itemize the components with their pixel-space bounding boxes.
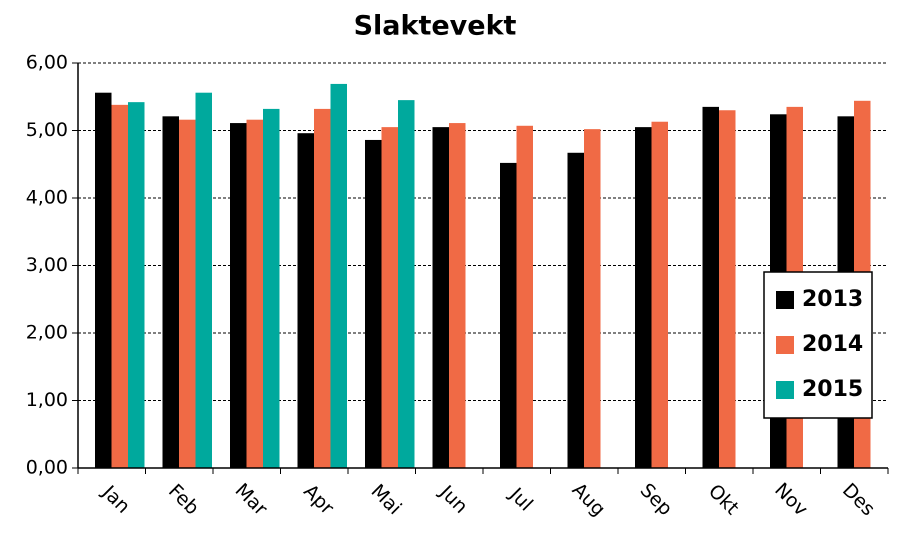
bar <box>381 127 398 468</box>
x-tick-label: Jul <box>505 483 537 515</box>
bar <box>179 119 196 468</box>
bar <box>702 106 719 468</box>
y-tick-label: 2,00 <box>26 322 68 344</box>
x-tick-label: Apr <box>299 480 338 519</box>
bar <box>330 83 347 469</box>
x-tick-label: Nov <box>770 479 812 521</box>
bar <box>719 110 736 468</box>
bar <box>635 127 652 468</box>
legend-label: 2015 <box>802 377 863 402</box>
y-tick-label: 4,00 <box>26 187 68 209</box>
legend-label: 2014 <box>802 332 863 357</box>
bar <box>432 127 449 468</box>
bar <box>500 162 517 468</box>
x-tick-label: Des <box>838 479 879 520</box>
y-tick-label: 3,00 <box>26 254 68 276</box>
y-tick-label: 6,00 <box>26 52 68 74</box>
legend: 2013 2014 2015 <box>763 271 873 419</box>
bar <box>516 125 533 469</box>
bar <box>365 139 382 468</box>
y-tick-label: 1,00 <box>26 389 68 411</box>
x-tick-label: Aug <box>568 479 610 521</box>
bar <box>651 121 668 468</box>
chart-title: Slaktevekt <box>354 11 517 42</box>
bar <box>111 104 128 468</box>
bar <box>95 92 112 468</box>
bar <box>128 102 145 469</box>
bar <box>449 123 466 468</box>
bar <box>297 133 314 468</box>
x-tick-label: Mai <box>367 480 406 519</box>
bar <box>195 92 212 468</box>
bar <box>263 108 280 469</box>
legend-label: 2013 <box>802 287 863 312</box>
bar <box>398 100 415 468</box>
bar <box>246 119 263 468</box>
bar <box>162 116 179 468</box>
y-tick-label: 0,00 <box>26 457 68 479</box>
x-tick-label: Sep <box>636 479 677 520</box>
x-tick-label: Okt <box>704 480 743 519</box>
x-tick-label: Mar <box>231 479 272 520</box>
bar <box>314 108 331 469</box>
x-tick-label: Feb <box>164 480 203 519</box>
bar <box>230 123 247 468</box>
legend-swatch <box>776 336 794 354</box>
x-tick-label: Jun <box>435 481 472 518</box>
bar <box>584 129 601 468</box>
bar <box>567 152 584 468</box>
legend-swatch <box>776 381 794 399</box>
x-tick-label: Jan <box>97 481 134 518</box>
legend-swatch <box>776 291 794 309</box>
y-tick-label: 5,00 <box>26 119 68 141</box>
